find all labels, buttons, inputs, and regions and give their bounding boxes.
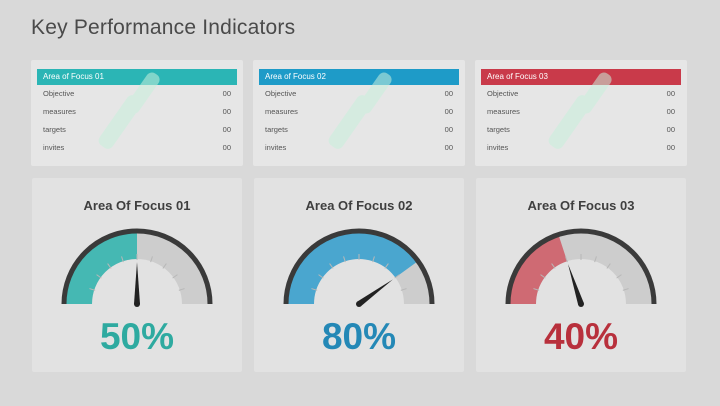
gauge-fill: [66, 233, 138, 305]
gauge-tick: [121, 256, 124, 263]
row-value: 00: [444, 125, 453, 134]
kpi-table-3: Area of Focus 03 Objective 00 measures 00 …: [475, 60, 687, 166]
gauge-dial: [505, 228, 657, 307]
gauge-needle-hub: [134, 301, 140, 307]
gauge-tick: [96, 274, 102, 279]
gauge-tick: [551, 263, 556, 269]
gauge-tick: [178, 288, 185, 291]
gauge-tick: [150, 256, 153, 263]
gauge-tick: [89, 288, 96, 291]
kpi-table-1: Area of Focus 01 Objective 00 measures 00 …: [31, 60, 243, 166]
gauge-needle: [568, 264, 584, 305]
row-label: measures: [43, 107, 76, 116]
row-value: 00: [444, 107, 453, 116]
row-value: 00: [666, 89, 675, 98]
kpi-table-header: Area of Focus 03: [481, 69, 681, 85]
gauge-tick: [172, 274, 178, 279]
row-label: measures: [487, 107, 520, 116]
gauge-needle: [134, 262, 140, 304]
gauge-dial: [61, 228, 213, 307]
gauge-fill: [510, 236, 568, 305]
row-label: Objective: [265, 89, 297, 98]
row-label: targets: [265, 125, 288, 134]
row-label: Objective: [487, 89, 519, 98]
gauge-title: Area Of Focus 02: [305, 198, 413, 213]
gauge-fill: [288, 233, 417, 305]
table-row: targets 00: [43, 121, 231, 139]
row-label: targets: [487, 125, 510, 134]
table-row: targets 00: [487, 121, 675, 139]
gauge-percent-label: 80%: [321, 316, 397, 357]
table-row: Objective 00: [43, 85, 231, 103]
row-value: 00: [222, 107, 231, 116]
gauge-tick: [394, 274, 400, 279]
gauge-tick: [107, 263, 112, 269]
gauge-tick: [318, 274, 324, 279]
gauge-title: Area Of Focus 01: [83, 198, 191, 213]
row-value: 00: [666, 125, 675, 134]
row-value: 00: [666, 143, 675, 152]
gauge-rim: [505, 228, 657, 305]
gauge-rim: [61, 228, 213, 305]
gauge-title: Area Of Focus 03: [527, 198, 635, 213]
gauge-needle-hub: [578, 301, 584, 307]
row-label: invites: [487, 143, 509, 152]
gauge-tick: [384, 263, 389, 269]
row-value: 00: [666, 107, 675, 116]
table-row: measures 00: [43, 103, 231, 121]
gauge-percent-label: 40%: [543, 316, 619, 357]
gauge-tick: [343, 256, 346, 263]
row-value: 00: [222, 89, 231, 98]
table-row: targets 00: [265, 121, 453, 139]
gauge-tick: [311, 288, 318, 291]
table-row: Objective 00: [265, 85, 453, 103]
gauge-card-3: Area Of Focus 03 40%: [476, 178, 686, 372]
kpi-table-header: Area of Focus 02: [259, 69, 459, 85]
table-row: measures 00: [265, 103, 453, 121]
gauge-needle-hub: [356, 301, 362, 307]
row-label: invites: [43, 143, 65, 152]
table-row: measures 00: [487, 103, 675, 121]
gauge-tick: [372, 256, 375, 263]
gauge-percent-label: 50%: [99, 316, 175, 357]
page-title: Key Performance Indicators: [31, 16, 296, 39]
gauge-tick: [329, 263, 334, 269]
gauge-tick: [565, 256, 568, 263]
row-label: measures: [265, 107, 298, 116]
row-value: 00: [222, 143, 231, 152]
table-row: invites 00: [487, 139, 675, 157]
gauge-tick: [622, 288, 629, 291]
gauge-tick: [533, 288, 540, 291]
gauge-tick: [616, 274, 622, 279]
row-label: targets: [43, 125, 66, 134]
gauge-tick: [606, 263, 611, 269]
gauge-card-1: Area Of Focus 01 50%: [32, 178, 242, 372]
gauge-tick: [594, 256, 597, 263]
row-label: Objective: [43, 89, 75, 98]
table-row: invites 00: [265, 139, 453, 157]
row-value: 00: [222, 125, 231, 134]
gauge-needle: [357, 279, 393, 307]
gauge-rim: [283, 228, 435, 305]
row-label: invites: [265, 143, 287, 152]
row-value: 00: [444, 89, 453, 98]
gauge-tick: [540, 274, 546, 279]
kpi-table-header: Area of Focus 01: [37, 69, 237, 85]
gauge-card-2: Area Of Focus 02 80%: [254, 178, 464, 372]
table-row: Objective 00: [487, 85, 675, 103]
row-value: 00: [444, 143, 453, 152]
gauge-tick: [162, 263, 167, 269]
table-row: invites 00: [43, 139, 231, 157]
gauge-tick: [400, 288, 407, 291]
gauge-dial: [283, 228, 435, 307]
kpi-table-2: Area of Focus 02 Objective 00 measures 00 …: [253, 60, 465, 166]
